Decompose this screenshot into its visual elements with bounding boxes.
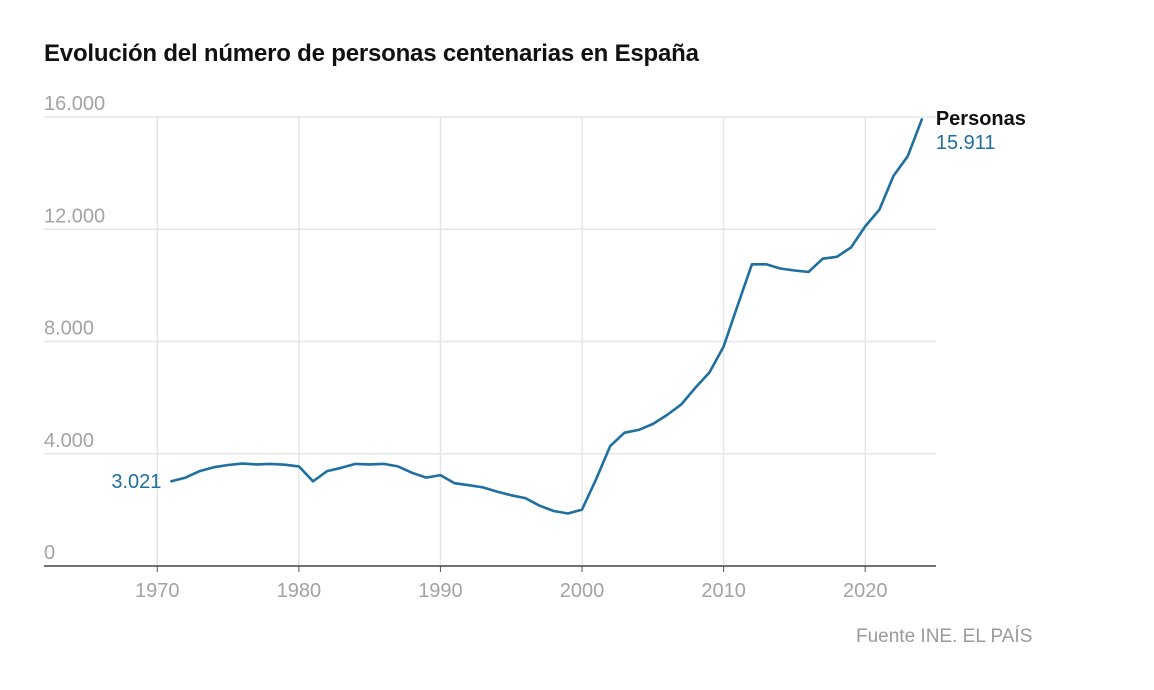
x-tick-label: 2000 bbox=[560, 580, 605, 602]
end-value-label: 15.911 bbox=[936, 132, 996, 154]
series bbox=[170, 118, 924, 515]
axes bbox=[44, 565, 936, 572]
series-label-personas: Personas bbox=[936, 108, 1026, 130]
y-tick-label: 4.000 bbox=[44, 430, 94, 452]
grid-lines bbox=[44, 116, 936, 566]
annotations: Personas 15.911 3.021 bbox=[111, 108, 1026, 493]
x-tick-label: 2020 bbox=[843, 580, 888, 602]
source-note: Fuente INE. EL PAÍS bbox=[856, 626, 1033, 647]
y-tick-label: 0 bbox=[44, 542, 55, 564]
series-line-personas bbox=[170, 118, 924, 515]
start-value-label: 3.021 bbox=[111, 471, 161, 493]
y-tick-label: 12.000 bbox=[44, 205, 105, 227]
x-tick-label: 1990 bbox=[418, 580, 463, 602]
tick-labels: 0 4.000 8.000 12.000 16.000 1970 1980 1990 2000 2… bbox=[44, 93, 887, 602]
y-tick-label: 8.000 bbox=[44, 318, 94, 340]
x-tick-label: 1970 bbox=[135, 580, 180, 602]
x-tick-label: 2010 bbox=[701, 580, 746, 602]
x-tick-label: 1980 bbox=[277, 580, 322, 602]
chart-title: Evolución del número de personas centena… bbox=[44, 40, 699, 67]
y-tick-label: 16.000 bbox=[44, 93, 105, 115]
